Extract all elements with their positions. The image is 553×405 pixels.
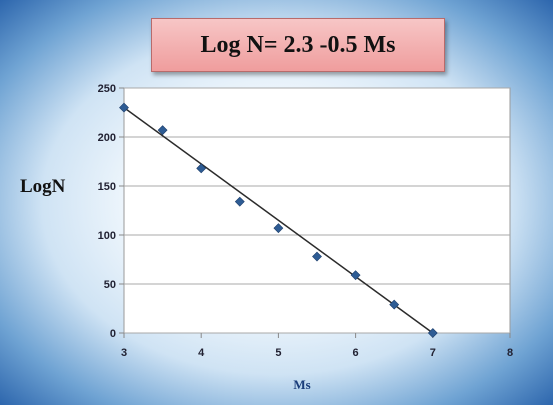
chart-title-box: Log N= 2.3 -0.5 Ms <box>151 18 445 72</box>
x-axis-label: Ms <box>293 377 310 392</box>
x-tick-label-3: 6 <box>353 347 359 359</box>
y-tick-labels: 0 50 100 150 200 250 <box>98 83 124 340</box>
trendline <box>123 106 434 334</box>
x-tick-label-5: 8 <box>507 347 513 359</box>
data-point-0-2 <box>196 163 207 174</box>
y-tick-label-3: 150 <box>98 181 116 193</box>
gridlines <box>124 87 510 334</box>
x-tick-label-2: 5 <box>275 347 281 359</box>
data-point-0-1 <box>157 125 168 136</box>
chart-title: Log N= 2.3 -0.5 Ms <box>200 31 396 58</box>
x-tick-labels: 3 4 5 6 7 8 <box>121 333 513 359</box>
data-points <box>119 102 438 338</box>
x-tick-label-0: 3 <box>121 347 127 359</box>
y-tick-label-5: 250 <box>98 83 116 95</box>
data-point-0-0 <box>119 102 129 113</box>
data-point-0-6 <box>350 270 361 281</box>
trendline-group <box>123 106 434 334</box>
x-tick-label-1: 4 <box>198 347 205 359</box>
y-tick-label-4: 200 <box>98 132 116 144</box>
data-point-0-3 <box>234 196 245 207</box>
data-point-0-5 <box>312 251 322 262</box>
y-tick-label-2: 100 <box>98 230 116 242</box>
data-point-0-7 <box>389 299 400 310</box>
data-point-0-8 <box>427 328 438 338</box>
y-tick-label-0: 0 <box>110 328 116 340</box>
plot-area <box>123 87 511 334</box>
x-tick-label-4: 7 <box>430 347 436 359</box>
y-tick-label-1: 50 <box>104 279 116 291</box>
data-point-0-4 <box>273 223 284 234</box>
y-axis-label: LogN <box>20 176 66 197</box>
